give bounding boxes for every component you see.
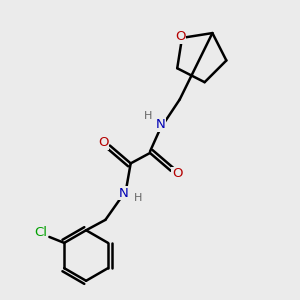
Text: H: H	[144, 111, 152, 122]
Text: N: N	[118, 187, 128, 200]
Text: O: O	[175, 30, 186, 43]
Text: N: N	[155, 118, 165, 131]
Text: O: O	[172, 167, 183, 180]
Text: O: O	[98, 136, 109, 149]
Text: Cl: Cl	[34, 226, 47, 239]
Text: H: H	[134, 193, 142, 202]
